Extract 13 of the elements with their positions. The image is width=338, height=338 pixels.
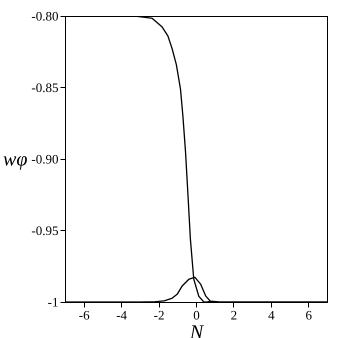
x-tick-label: 0 [193,308,200,322]
x-tick-label: 6 [306,308,313,322]
x-tick-label: -2 [154,308,164,322]
y-tick-label: -0.80 [31,8,58,24]
y-tick-label: -0.90 [31,152,58,166]
x-tick-label: -6 [78,308,90,322]
x-tick-label: 2 [230,308,238,322]
y-tick-label: -1 [48,294,58,310]
y-tick-label: -0.85 [31,80,58,95]
y-axis-title: wφ [3,148,28,170]
x-tick-label: 4 [268,308,276,322]
x-tick-label: -4 [116,308,128,322]
y-tick-label: -0.95 [31,223,58,238]
